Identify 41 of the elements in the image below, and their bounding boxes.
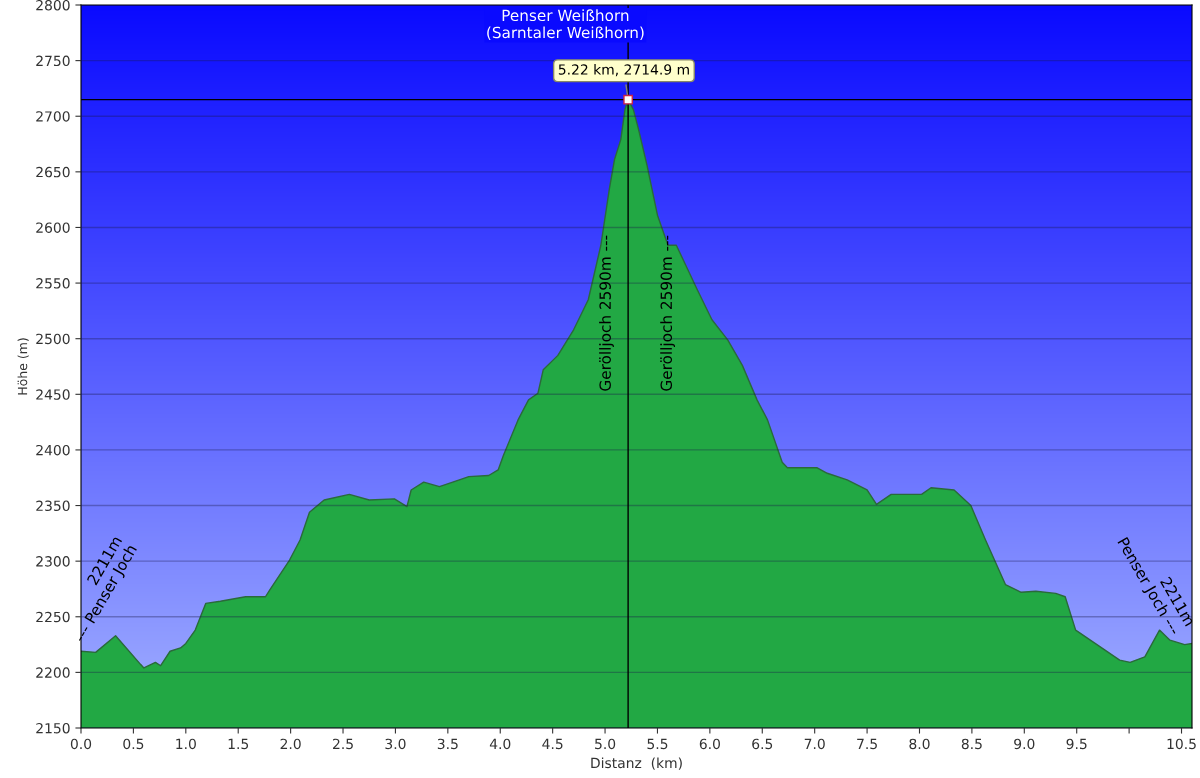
y-tick-label: 2800 — [36, 0, 70, 11]
y-tick-label: 2250 — [36, 611, 70, 623]
y-tick-label: 2400 — [36, 444, 70, 456]
x-tick-label: 3.0 — [385, 738, 406, 750]
annotation: Gerölljoch 2590m --- — [599, 235, 614, 391]
annotation: 5.22 km, 2714.9 m — [558, 63, 689, 77]
y-tick-label: 2450 — [36, 389, 70, 400]
x-tick-label: 7.0 — [804, 738, 825, 750]
y-tick-label: 2600 — [36, 222, 70, 233]
y-tick-label: 2300 — [36, 556, 70, 567]
x-tick-label: 4.5 — [542, 738, 563, 750]
x-tick-label: 6.5 — [752, 738, 773, 750]
x-tick-label: 8.5 — [961, 738, 982, 750]
y-tick-label: 2550 — [36, 278, 70, 289]
y-tick-label: 2700 — [36, 111, 70, 122]
y-tick-label: 2650 — [36, 166, 70, 178]
x-tick-label: 1.5 — [228, 738, 249, 750]
x-tick-label: 6.0 — [699, 738, 720, 750]
x-tick-label: 3.5 — [437, 738, 458, 750]
x-tick-label: 7.5 — [857, 738, 877, 750]
y-tick-label: 2200 — [36, 667, 70, 678]
x-tick-label: 4.0 — [489, 738, 511, 750]
x-tick-label: 2.0 — [280, 738, 301, 750]
annotation: Gerölljoch 2590m --- — [660, 235, 675, 391]
y-tick-label: 2500 — [36, 333, 70, 345]
x-tick-label: 9.5 — [1066, 738, 1087, 750]
annotation: Penser Weißhorn (Sarntaler Weißhorn) — [487, 9, 644, 41]
x-tick-label: 5.5 — [647, 738, 668, 750]
y-tick-label: 2150 — [36, 722, 70, 734]
x-tick-label: 1.0 — [176, 738, 196, 750]
x-axis-title: Distanz (km) — [591, 757, 682, 770]
x-tick-label: 10.5 — [1167, 738, 1196, 750]
x-tick-label: 5.0 — [595, 738, 616, 750]
y-tick-label: 2750 — [36, 55, 70, 67]
y-axis-title: Höhe (m) — [17, 338, 29, 395]
x-tick-label: 9.0 — [1014, 738, 1035, 750]
x-tick-label: 2.5 — [333, 738, 353, 750]
x-tick-label: 8.0 — [909, 738, 930, 750]
x-tick-label: 0.5 — [123, 738, 144, 750]
y-tick-label: 2350 — [36, 500, 70, 512]
x-tick-label: 0.0 — [70, 738, 92, 750]
